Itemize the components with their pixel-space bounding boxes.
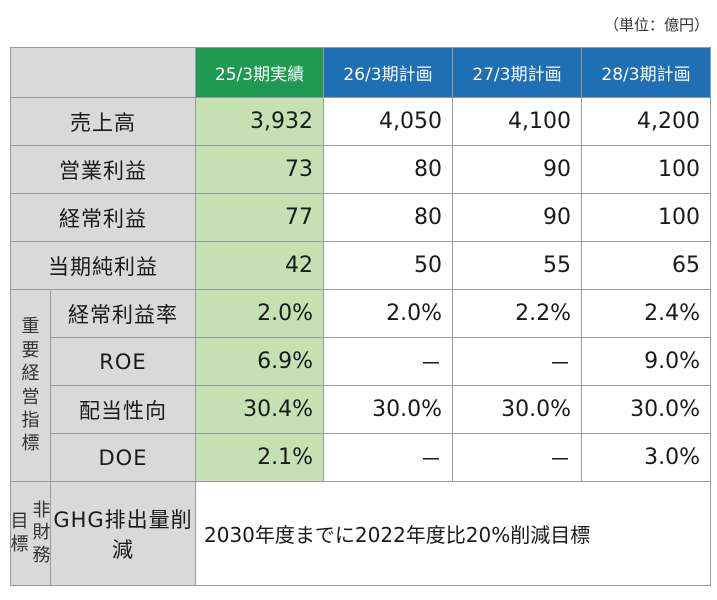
cell-plan: 90 xyxy=(452,193,582,242)
cell-plan: 80 xyxy=(323,145,453,194)
table-row: ROE 6.9% － － 9.0% xyxy=(11,337,711,386)
cell-plan: 2.4% xyxy=(581,289,711,338)
table-row: 営業利益 73 80 90 100 xyxy=(10,145,711,194)
cell-plan: 100 xyxy=(581,145,711,194)
cell-plan: 80 xyxy=(323,193,453,242)
cell-plan: － xyxy=(452,433,582,482)
cell-plan: 50 xyxy=(323,241,453,290)
table-row-ghg: 目 標 非 財 務 GHG排出量削減 2030年度までに2022年度比20%削減… xyxy=(10,481,711,586)
table-row: 経常利益 77 80 90 100 xyxy=(10,193,711,242)
cell-plan: 9.0% xyxy=(581,337,711,386)
table-row: 重 要 経 営 指 標 経常利益率 2.0% 2.0% 2.2% 2.4% xyxy=(10,289,711,482)
ghg-target-note: 2030年度までに2022年度比20%削減目標 xyxy=(195,481,711,586)
cell-plan: － xyxy=(323,433,453,482)
row-label-doe: DOE xyxy=(50,433,196,482)
cell-plan: 4,200 xyxy=(581,97,711,146)
cell-actual: 3,932 xyxy=(195,97,324,146)
header-plan-28: 28/3期計画 xyxy=(581,47,711,98)
side-label-non-financial: 目 標 非 財 務 xyxy=(10,481,51,586)
table-row: 売上高 3,932 4,050 4,100 4,200 xyxy=(10,97,711,146)
header-plan-27: 27/3期計画 xyxy=(452,47,582,98)
cell-actual: 2.0% xyxy=(195,289,324,338)
cell-plan: 2.0% xyxy=(323,289,453,338)
cell-plan: 4,100 xyxy=(452,97,582,146)
cell-actual: 6.9% xyxy=(195,337,324,386)
row-label-roe: ROE xyxy=(50,337,196,386)
table-row: 当期純利益 42 50 55 65 xyxy=(10,241,711,290)
financial-targets-table: 25/3期実績 26/3期計画 27/3期計画 28/3期計画 売上高 3,93… xyxy=(10,47,711,586)
cell-plan: － xyxy=(452,337,582,386)
cell-plan: 90 xyxy=(452,145,582,194)
unit-note: （単位：億円） xyxy=(603,16,709,34)
row-label-operating-profit: 営業利益 xyxy=(10,145,196,194)
cell-plan: 100 xyxy=(581,193,711,242)
cell-plan: 30.0% xyxy=(323,385,453,434)
cell-plan: 4,050 xyxy=(323,97,453,146)
row-label-ordinary-profit: 経常利益 xyxy=(10,193,196,242)
cell-plan: 2.2% xyxy=(452,289,582,338)
cell-actual: 2.1% xyxy=(195,433,324,482)
table-header-row: 25/3期実績 26/3期計画 27/3期計画 28/3期計画 xyxy=(10,47,711,98)
row-label-sales: 売上高 xyxy=(10,97,196,146)
table-row: DOE 2.1% － － 3.0% xyxy=(11,433,711,482)
cell-plan: － xyxy=(323,337,453,386)
cell-plan: 3.0% xyxy=(581,433,711,482)
cell-plan: 65 xyxy=(581,241,711,290)
header-empty-cell xyxy=(10,47,196,98)
cell-actual: 42 xyxy=(195,241,324,290)
cell-actual: 30.4% xyxy=(195,385,324,434)
header-plan-26: 26/3期計画 xyxy=(323,47,453,98)
table-row: 配当性向 30.4% 30.0% 30.0% 30.0% xyxy=(11,385,711,434)
cell-actual: 73 xyxy=(195,145,324,194)
row-label-ordinary-margin: 経常利益率 xyxy=(50,289,196,338)
header-actual: 25/3期実績 xyxy=(195,47,324,98)
side-label-key-indicators: 重 要 経 営 指 標 xyxy=(10,289,51,482)
row-label-payout-ratio: 配当性向 xyxy=(50,385,196,434)
cell-actual: 77 xyxy=(195,193,324,242)
row-label-ghg: GHG排出量削減 xyxy=(50,481,196,586)
cell-plan: 30.0% xyxy=(452,385,582,434)
cell-plan: 55 xyxy=(452,241,582,290)
row-label-net-profit: 当期純利益 xyxy=(10,241,196,290)
cell-plan: 30.0% xyxy=(581,385,711,434)
